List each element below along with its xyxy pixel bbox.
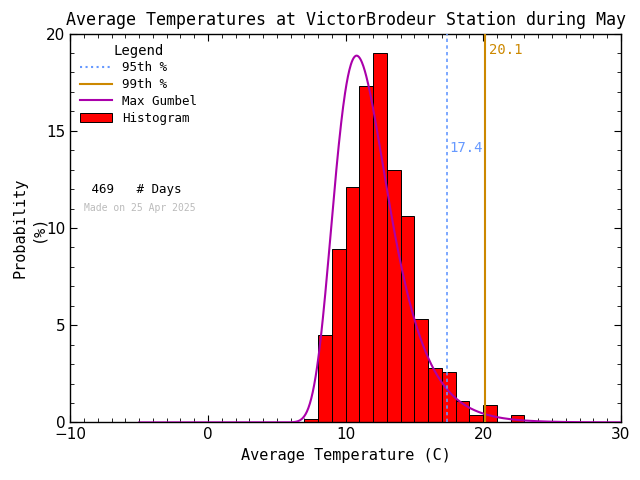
Bar [318,335,332,422]
Text: 17.4: 17.4 [449,141,483,155]
Legend: 95th %, 99th %, Max Gumbel, Histogram: 95th %, 99th %, Max Gumbel, Histogram [77,40,200,128]
Bar [305,419,318,422]
Bar [442,372,456,422]
Bar [456,401,470,422]
Bar [415,319,428,422]
Bar [483,405,497,422]
Bar [387,169,401,422]
Y-axis label: Probability
(%): Probability (%) [13,178,45,278]
Bar [373,53,387,422]
Bar [360,86,373,422]
Text: Made on 25 Apr 2025: Made on 25 Apr 2025 [84,203,196,213]
Bar [511,415,525,422]
Title: Average Temperatures at VictorBrodeur Station during May: Average Temperatures at VictorBrodeur St… [66,11,626,29]
Text: 469   # Days: 469 # Days [84,183,182,196]
Bar [401,216,415,422]
Bar [332,250,346,422]
Bar [470,415,483,422]
Text: 20.1: 20.1 [489,43,522,57]
X-axis label: Average Temperature (C): Average Temperature (C) [241,448,451,463]
Bar [346,187,360,422]
Bar [428,368,442,422]
